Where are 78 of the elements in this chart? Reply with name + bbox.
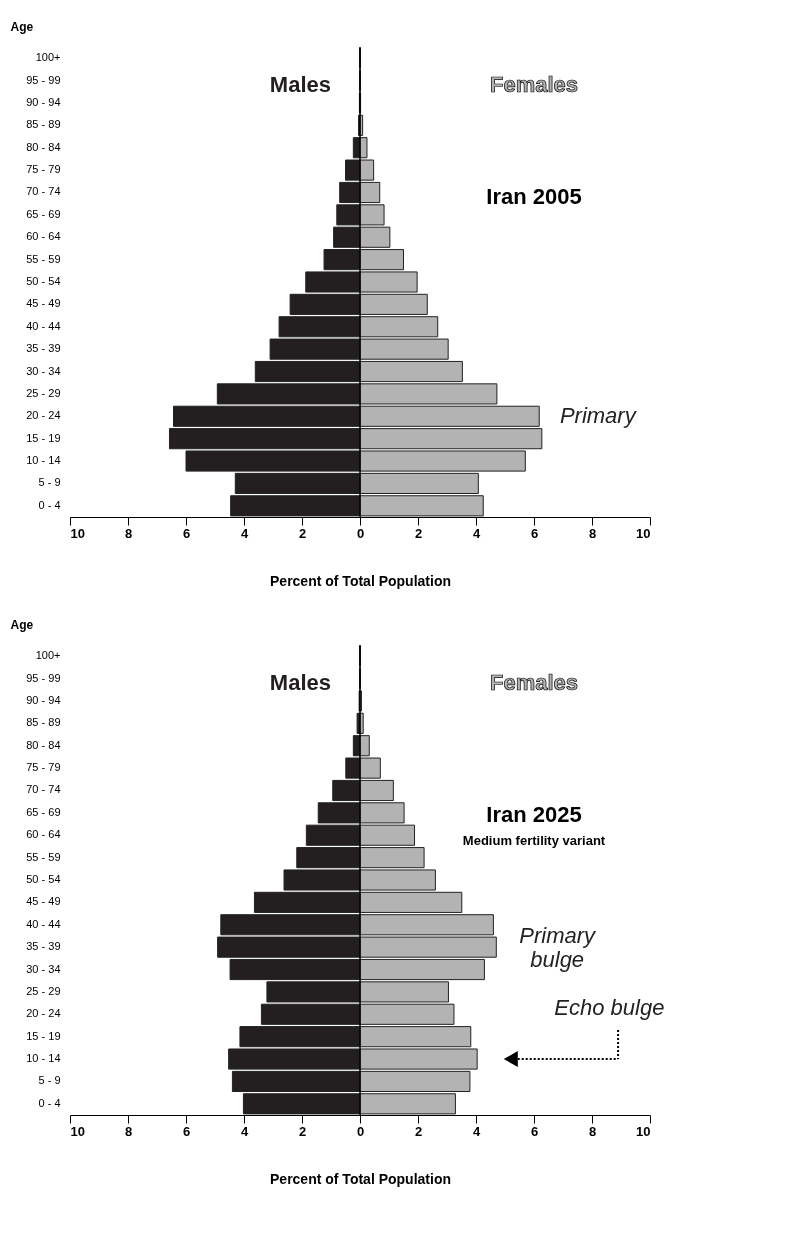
x-tick-label: 4 bbox=[472, 525, 481, 541]
x-axis-title: Percent of Total Population bbox=[270, 1170, 451, 1187]
y-tick-label: 35 - 39 bbox=[26, 940, 61, 953]
y-tick-label: 25 - 29 bbox=[26, 984, 61, 997]
x-tick-label: 4 bbox=[472, 1123, 481, 1139]
y-tick-label: 10 - 14 bbox=[26, 1052, 61, 1065]
y-tick-label: 30 - 34 bbox=[26, 962, 61, 975]
y-tick-label: 45 - 49 bbox=[26, 895, 61, 908]
y-tick-label: 0 - 4 bbox=[38, 498, 61, 511]
text: Iran 2005 bbox=[486, 184, 582, 209]
x-tick-label: 6 bbox=[530, 1123, 539, 1139]
x-tick-label: 6 bbox=[530, 525, 539, 541]
text: Females bbox=[489, 72, 579, 97]
y-tick-label: 75 - 79 bbox=[26, 163, 61, 176]
y-tick-label: 65 - 69 bbox=[26, 207, 61, 220]
y-tick-label: 70 - 74 bbox=[26, 783, 61, 796]
x-tick-label: 0 bbox=[356, 1123, 365, 1139]
x-tick-label: 8 bbox=[124, 525, 133, 541]
y-tick-label: 80 - 84 bbox=[26, 140, 61, 153]
y-tick-label: 5 - 9 bbox=[38, 1074, 61, 1087]
y-tick-label: 100+ bbox=[35, 649, 61, 662]
x-tick-label: 2 bbox=[414, 1123, 423, 1139]
y-tick-label: 0 - 4 bbox=[38, 1096, 61, 1109]
x-tick-label: 2 bbox=[298, 1123, 307, 1139]
y-tick-label: 40 - 44 bbox=[26, 917, 61, 930]
y-tick-label: 50 - 54 bbox=[26, 873, 61, 885]
y-tick-label: 15 - 19 bbox=[26, 1029, 61, 1042]
x-tick-label: 4 bbox=[240, 1123, 249, 1139]
series-label: Males bbox=[269, 72, 331, 97]
annotation: Primary bulge bbox=[519, 922, 598, 972]
x-tick-label: 10 bbox=[70, 1123, 85, 1139]
y-tick-label: 45 - 49 bbox=[26, 297, 61, 310]
y-tick-label: 100+ bbox=[35, 51, 61, 64]
y-tick-label: 95 - 99 bbox=[26, 671, 61, 684]
y-tick-label: 30 - 34 bbox=[26, 364, 61, 377]
annotation: Primary bbox=[559, 403, 638, 429]
y-tick-label: 80 - 84 bbox=[26, 738, 61, 751]
y-tick-label: 55 - 59 bbox=[26, 252, 61, 265]
y-tick-label: 70 - 74 bbox=[26, 185, 61, 198]
y-tick-label: 90 - 94 bbox=[26, 95, 61, 108]
y-tick-label: 85 - 89 bbox=[26, 118, 61, 131]
y-axis-title: Age bbox=[10, 19, 34, 34]
x-tick-label: 8 bbox=[588, 1123, 597, 1139]
y-tick-label: 60 - 64 bbox=[26, 828, 61, 841]
x-tick-label: 0 bbox=[356, 525, 365, 541]
x-axis-title: Percent of Total Population bbox=[270, 572, 451, 589]
y-tick-label: 75 - 79 bbox=[26, 761, 61, 774]
y-tick-label: 15 - 19 bbox=[26, 431, 61, 444]
x-tick-label: 6 bbox=[182, 1123, 191, 1139]
y-tick-label: 60 - 64 bbox=[26, 230, 61, 243]
y-tick-label: 95 - 99 bbox=[26, 73, 61, 86]
x-tick-label: 8 bbox=[124, 1123, 133, 1139]
x-tick-label: 10 bbox=[636, 1123, 651, 1139]
y-tick-label: 35 - 39 bbox=[26, 342, 61, 355]
x-tick-label: 8 bbox=[588, 525, 597, 541]
y-tick-label: 65 - 69 bbox=[26, 805, 61, 818]
text: Females bbox=[489, 670, 579, 695]
y-tick-label: 5 - 9 bbox=[38, 476, 61, 489]
x-tick-label: 10 bbox=[636, 525, 651, 541]
y-tick-label: 20 - 24 bbox=[26, 409, 61, 422]
y-tick-label: 10 - 14 bbox=[26, 454, 61, 467]
y-axis-title: Age bbox=[10, 617, 34, 632]
y-tick-label: 40 - 44 bbox=[26, 319, 61, 332]
x-tick-label: 4 bbox=[240, 525, 249, 541]
y-tick-label: 85 - 89 bbox=[26, 716, 61, 729]
y-tick-label: 50 - 54 bbox=[26, 275, 61, 287]
annotation: Echo bulge bbox=[554, 994, 665, 1020]
y-tick-label: 25 - 29 bbox=[26, 386, 61, 399]
text: Medium fertility variant bbox=[462, 833, 606, 848]
y-tick-label: 55 - 59 bbox=[26, 850, 61, 863]
x-tick-label: 10 bbox=[70, 525, 85, 541]
series-label: Males bbox=[269, 670, 331, 695]
text: Iran 2025 bbox=[486, 802, 582, 827]
x-tick-label: 2 bbox=[298, 525, 307, 541]
y-tick-label: 90 - 94 bbox=[26, 693, 61, 706]
x-tick-label: 2 bbox=[414, 525, 423, 541]
x-tick-label: 6 bbox=[182, 525, 191, 541]
y-tick-label: 20 - 24 bbox=[26, 1007, 61, 1020]
